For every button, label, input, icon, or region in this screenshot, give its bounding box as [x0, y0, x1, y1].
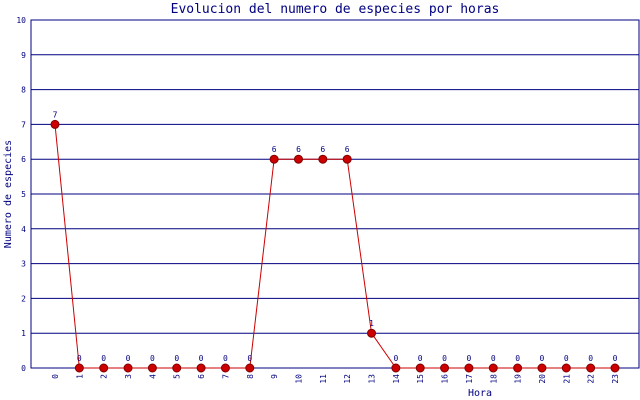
data-label: 0 — [126, 354, 131, 363]
data-label: 6 — [272, 145, 277, 154]
data-label: 0 — [247, 354, 252, 363]
point — [415, 363, 425, 373]
point — [318, 154, 328, 164]
point — [561, 363, 571, 373]
point — [123, 363, 133, 373]
data-label: 0 — [199, 354, 204, 363]
point — [269, 154, 279, 164]
point — [172, 363, 182, 373]
data-label: 7 — [53, 110, 58, 119]
point — [196, 363, 206, 373]
data-label: 0 — [613, 354, 618, 363]
x-tick-label: 18 — [489, 374, 498, 384]
y-tick-label: 4 — [21, 225, 26, 234]
x-tick-label: 21 — [562, 374, 571, 384]
data-label: 0 — [442, 354, 447, 363]
point — [342, 154, 352, 164]
x-tick-label: 16 — [441, 374, 450, 384]
y-tick-label: 5 — [21, 190, 26, 199]
y-tick-label: 3 — [21, 260, 26, 269]
data-label: 0 — [223, 354, 228, 363]
y-tick-label: 1 — [21, 329, 26, 338]
x-tick-label: 7 — [221, 374, 230, 379]
point — [464, 363, 474, 373]
point — [586, 363, 596, 373]
series-line — [54, 124, 615, 369]
x-tick-label: 22 — [587, 374, 596, 384]
data-label: 0 — [418, 354, 423, 363]
x-axis-label: Hora — [468, 388, 492, 399]
point — [245, 363, 255, 373]
point — [440, 363, 450, 373]
point — [293, 154, 303, 164]
x-tick-label: 2 — [100, 374, 109, 379]
data-label: 0 — [174, 354, 179, 363]
data-label: 6 — [296, 145, 301, 154]
x-tick-label: 17 — [465, 374, 474, 384]
x-tick-label: 5 — [173, 374, 182, 379]
y-tick-label: 6 — [21, 155, 26, 164]
y-tick-label: 8 — [21, 86, 26, 95]
data-label: 0 — [77, 354, 82, 363]
point — [147, 363, 157, 373]
x-tick-label: 8 — [246, 374, 255, 379]
chart-title: Evolucion del numero de especies por hor… — [171, 2, 500, 17]
x-tick-label: 10 — [294, 374, 303, 384]
data-label: 6 — [320, 145, 325, 154]
data-label: 0 — [101, 354, 106, 363]
x-tick-label: 11 — [319, 374, 328, 384]
data-label: 0 — [515, 354, 520, 363]
x-tick-label: 19 — [514, 374, 523, 384]
x-tick-label: 12 — [343, 374, 352, 384]
y-axis-label: Numero de especies — [3, 140, 14, 248]
x-tick-label: 14 — [392, 374, 401, 384]
x-tick-label: 9 — [270, 374, 279, 379]
x-tick-label: 0 — [51, 374, 60, 379]
point — [391, 363, 401, 373]
point — [537, 363, 547, 373]
y-tick-label: 2 — [21, 294, 26, 303]
y-tick-label: 9 — [21, 51, 26, 60]
point — [220, 363, 230, 373]
x-tick-label: 6 — [197, 374, 206, 379]
data-label: 6 — [345, 145, 350, 154]
point — [513, 363, 523, 373]
y-tick-label: 10 — [16, 16, 26, 25]
data-label: 0 — [491, 354, 496, 363]
data-label: 0 — [564, 354, 569, 363]
x-tick-label: 20 — [538, 374, 547, 384]
point — [488, 363, 498, 373]
data-label: 0 — [393, 354, 398, 363]
data-label: 1 — [369, 319, 374, 328]
point — [367, 328, 377, 338]
point — [610, 363, 620, 373]
point — [74, 363, 84, 373]
y-tick-label: 0 — [21, 364, 26, 373]
y-tick-label: 7 — [21, 120, 26, 129]
x-tick-label: 23 — [611, 374, 620, 384]
x-tick-label: 15 — [416, 374, 425, 384]
data-label: 0 — [588, 354, 593, 363]
x-tick-label: 1 — [75, 374, 84, 379]
point — [99, 363, 109, 373]
data-label: 0 — [540, 354, 545, 363]
x-tick-label: 4 — [148, 374, 157, 379]
point — [50, 119, 60, 129]
data-label: 0 — [150, 354, 155, 363]
x-tick-label: 13 — [368, 374, 377, 384]
data-label: 0 — [466, 354, 471, 363]
x-tick-label: 3 — [124, 374, 133, 379]
